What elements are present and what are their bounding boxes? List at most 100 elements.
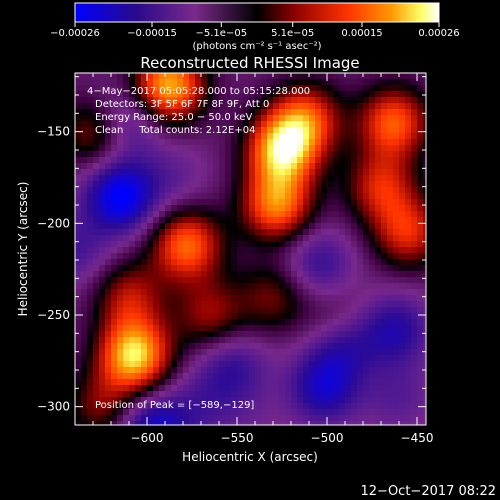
heatmap-cell	[249, 79, 256, 86]
heatmap-cell	[345, 133, 352, 140]
heatmap-cell	[129, 73, 136, 80]
heatmap-cell	[171, 349, 178, 356]
heatmap-cell	[243, 205, 250, 212]
heatmap-cell	[183, 199, 190, 206]
heatmap-cell	[327, 199, 334, 206]
heatmap-cell	[363, 259, 370, 266]
heatmap-cell	[81, 271, 88, 278]
heatmap-cell	[255, 385, 262, 392]
heatmap-cell	[237, 283, 244, 290]
heatmap-cell	[399, 103, 406, 110]
heatmap-cell	[423, 217, 426, 224]
heatmap-cell	[171, 127, 178, 134]
heatmap-cell	[387, 199, 394, 206]
heatmap-cell	[195, 361, 202, 368]
heatmap-cell	[165, 403, 172, 410]
heatmap-cell	[321, 145, 328, 152]
heatmap-cell	[321, 115, 328, 122]
heatmap-cell	[141, 253, 148, 260]
heatmap-cell	[141, 145, 148, 152]
heatmap-cell	[303, 151, 310, 158]
heatmap-cell	[261, 139, 268, 146]
heatmap-cell	[387, 349, 394, 356]
heatmap-cell	[219, 313, 226, 320]
heatmap-cell	[411, 181, 418, 188]
heatmap-cell	[297, 409, 304, 416]
heatmap-cell	[309, 421, 316, 425]
heatmap-cell	[387, 163, 394, 170]
heatmap-cell	[405, 289, 412, 296]
heatmap-cell	[249, 325, 256, 332]
heatmap-cell	[81, 223, 88, 230]
heatmap-cell	[357, 181, 364, 188]
heatmap-cell	[345, 325, 352, 332]
heatmap-cell	[207, 421, 214, 425]
heatmap-cell	[261, 193, 268, 200]
heatmap-cell	[315, 319, 322, 326]
heatmap-cell	[273, 277, 280, 284]
heatmap-cell	[363, 175, 370, 182]
heatmap-cell	[147, 331, 154, 338]
heatmap-cell	[123, 283, 130, 290]
heatmap-cell	[267, 241, 274, 248]
heatmap-cell	[339, 307, 346, 314]
heatmap-cell	[117, 379, 124, 386]
heatmap-cell	[255, 259, 262, 266]
heatmap-cell	[393, 133, 400, 140]
heatmap-cell	[363, 283, 370, 290]
heatmap-cell	[189, 103, 196, 110]
heatmap-cell	[255, 253, 262, 260]
heatmap-cell	[303, 193, 310, 200]
heatmap-cell	[225, 241, 232, 248]
heatmap-cell	[141, 223, 148, 230]
heatmap-cell	[237, 373, 244, 380]
heatmap-cell	[387, 259, 394, 266]
heatmap-cell	[231, 181, 238, 188]
colorbar-tick-label: −5.1e−05	[196, 28, 248, 39]
heatmap-cell	[405, 373, 412, 380]
heatmap-cell	[231, 325, 238, 332]
heatmap-cell	[231, 259, 238, 266]
heatmap-cell	[207, 319, 214, 326]
heatmap-cell	[135, 391, 142, 398]
heatmap-cell	[99, 157, 106, 164]
heatmap-cell	[327, 163, 334, 170]
heatmap-cell	[153, 361, 160, 368]
heatmap-cell	[285, 415, 292, 422]
heatmap-cell	[339, 265, 346, 272]
heatmap-cell	[267, 91, 274, 98]
heatmap-cell	[279, 211, 286, 218]
heatmap-cell	[327, 109, 334, 116]
heatmap-cell	[231, 283, 238, 290]
heatmap-cell	[87, 139, 94, 146]
heatmap-cell	[375, 127, 382, 134]
heatmap-cell	[165, 223, 172, 230]
heatmap-cell	[387, 379, 394, 386]
heatmap-cell	[237, 187, 244, 194]
heatmap-cell	[315, 325, 322, 332]
heatmap-cell	[123, 361, 130, 368]
heatmap-cell	[393, 235, 400, 242]
heatmap-cell	[285, 229, 292, 236]
heatmap-cell	[87, 151, 94, 158]
heatmap-cell	[213, 361, 220, 368]
heatmap-cell	[231, 121, 238, 128]
heatmap-cell	[213, 415, 220, 422]
heatmap-cell	[411, 217, 418, 224]
heatmap-cell	[105, 187, 112, 194]
heatmap-cell	[75, 169, 82, 176]
heatmap-cell	[183, 109, 190, 116]
heatmap-cell	[339, 73, 346, 80]
heatmap-cell	[381, 73, 388, 80]
heatmap-cell	[171, 187, 178, 194]
heatmap-cell	[291, 211, 298, 218]
heatmap-cell	[153, 331, 160, 338]
heatmap-cell	[405, 391, 412, 398]
heatmap-cell	[261, 241, 268, 248]
heatmap-cell	[375, 307, 382, 314]
heatmap-cell	[231, 355, 238, 362]
heatmap-cell	[393, 223, 400, 230]
heatmap-cell	[207, 271, 214, 278]
heatmap-cell	[267, 85, 274, 92]
heatmap-cell	[363, 331, 370, 338]
